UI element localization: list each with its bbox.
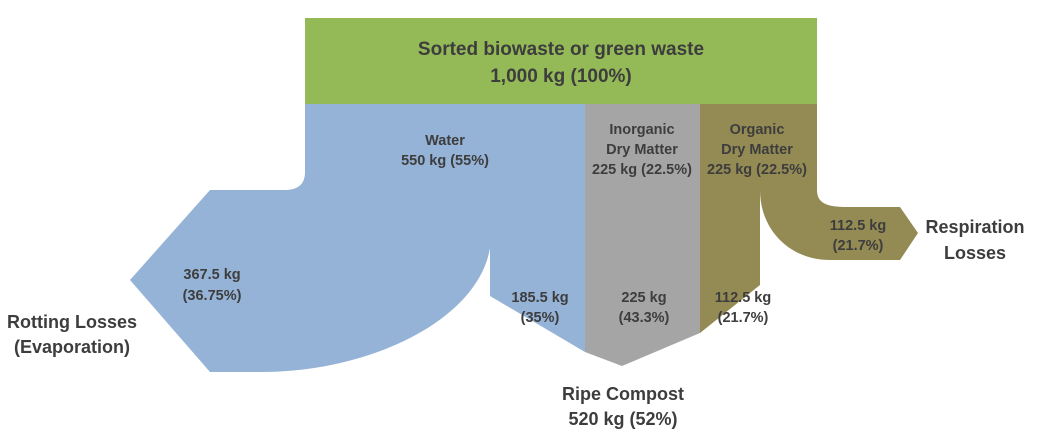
organic-flow [700, 104, 817, 333]
organic-value: 225 kg (22.5%) [707, 162, 807, 178]
inorganic-flow [585, 104, 700, 366]
respiration-output-line1: Respiration [925, 217, 1024, 237]
rotting-flow-percent: (36.75%) [183, 288, 242, 304]
organic-compost-percent: (21.7%) [718, 310, 769, 326]
water-label: Water [425, 133, 465, 149]
respiration-flow-value: 112.5 kg [830, 218, 886, 234]
water-value: 550 kg (55%) [401, 153, 489, 169]
organic-compost-value: 112.5 kg [715, 290, 771, 306]
respiration-output-line2: Losses [944, 243, 1006, 263]
source-title: Sorted biowaste or green waste [418, 39, 704, 60]
inorganic-label-line1: Inorganic [609, 122, 674, 138]
inorganic-compost-value: 225 kg [621, 290, 666, 306]
inorganic-label-line2: Dry Matter [606, 142, 678, 158]
respiration-flow [760, 190, 918, 260]
rotting-flow-value: 367.5 kg [183, 267, 240, 283]
inorganic-compost-percent: (43.3%) [619, 310, 670, 326]
source-value: 1,000 kg (100%) [490, 66, 632, 87]
organic-label-line2: Dry Matter [721, 142, 793, 158]
compost-output-line2: 520 kg (52%) [568, 409, 677, 429]
rotting-output-line1: Rotting Losses [7, 312, 137, 332]
respiration-flow-percent: (21.7%) [833, 238, 884, 254]
compost-output-line1: Ripe Compost [562, 384, 684, 404]
inorganic-value: 225 kg (22.5%) [592, 162, 692, 178]
source-block [305, 18, 817, 104]
organic-label-line1: Organic [730, 122, 785, 138]
water-compost-value: 185.5 kg [511, 290, 568, 306]
water-flow [130, 104, 585, 372]
water-compost-percent: (35%) [521, 310, 560, 326]
rotting-output-line2: (Evaporation) [14, 337, 130, 357]
